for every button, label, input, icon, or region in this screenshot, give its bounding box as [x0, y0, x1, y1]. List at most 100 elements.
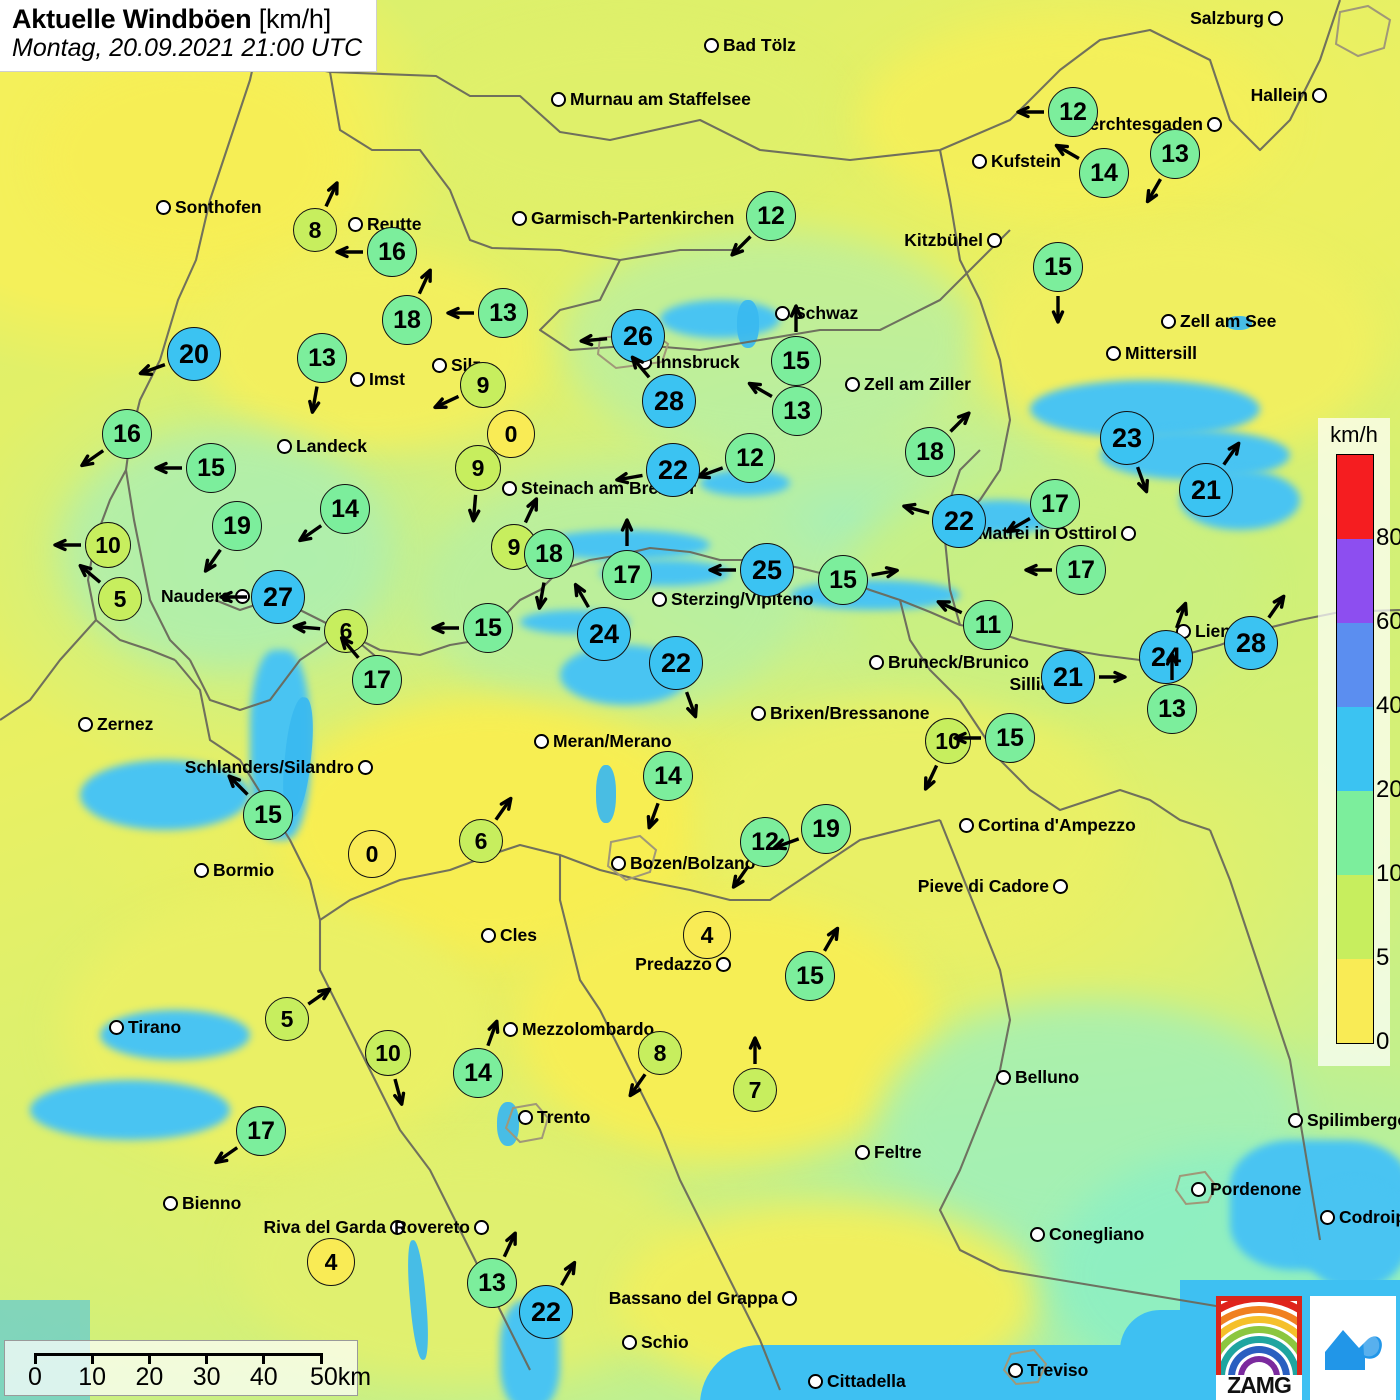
- station-value-circle: 15: [463, 603, 513, 653]
- geosphere-logo[interactable]: [1310, 1296, 1396, 1400]
- city-dot: [502, 481, 517, 496]
- city-name: Meran/Merano: [553, 731, 672, 751]
- wind-direction-arrow: [431, 621, 459, 635]
- station-value-circle: 22: [646, 443, 700, 497]
- station-value-circle: 23: [1100, 411, 1154, 465]
- city-label: Predazzo: [635, 954, 731, 975]
- city-name: Conegliano: [1049, 1224, 1145, 1244]
- title-text: Aktuelle Windböen: [12, 4, 252, 34]
- wind-direction-arrow: [1145, 178, 1162, 204]
- city-label: Kufstein: [972, 151, 1061, 172]
- city-dot: [869, 655, 884, 670]
- station-value-circle: 8: [293, 208, 337, 252]
- city-label: Garmisch-Partenkirchen: [512, 208, 734, 229]
- map-title: Aktuelle Windböen [km/h]: [12, 4, 362, 34]
- station-value-circle: 17: [236, 1106, 286, 1156]
- city-dot: [652, 592, 667, 607]
- logo-group: ZAMG: [1216, 1296, 1396, 1400]
- city-name: Murnau am Staffelsee: [570, 89, 751, 109]
- city-label: Imst: [350, 369, 405, 390]
- station-value-circle: 9: [455, 445, 501, 491]
- city-name: Rovereto: [394, 1217, 470, 1237]
- city-dot: [972, 154, 987, 169]
- map-datetime: Montag, 20.09.2021 21:00 UTC: [12, 34, 363, 63]
- wind-direction-arrow: [138, 363, 166, 376]
- city-label: Mittersill: [1106, 343, 1197, 364]
- station-value-circle: 16: [367, 227, 417, 277]
- wind-direction-arrow: [523, 497, 539, 524]
- city-dot: [845, 377, 860, 392]
- station-value-circle: 13: [467, 1258, 517, 1308]
- city-name: Mittersill: [1125, 343, 1197, 363]
- scale-label: 50km: [309, 1363, 372, 1391]
- city-dot: [78, 717, 93, 732]
- city-dot: [1320, 1210, 1335, 1225]
- station-value-circle: 15: [785, 951, 835, 1001]
- city-name: Salzburg: [1190, 8, 1264, 28]
- wind-direction-arrow: [535, 582, 548, 610]
- scale-tick: [262, 1353, 266, 1364]
- station-value-circle: 15: [985, 713, 1035, 763]
- station-value-circle: 24: [577, 607, 631, 661]
- station-value-circle: 14: [1079, 148, 1129, 198]
- city-label: Kitzbühel: [904, 230, 1002, 251]
- station-value-circle: 18: [905, 427, 955, 477]
- scale-tick: [205, 1353, 209, 1364]
- station-value-circle: 17: [1056, 545, 1106, 595]
- scale-tick: [319, 1353, 323, 1364]
- city-dot: [1106, 346, 1121, 361]
- station-value-circle: 27: [251, 570, 305, 624]
- city-label: Bormio: [194, 860, 274, 881]
- city-name: Nauders: [160, 586, 231, 606]
- wind-direction-arrow: [393, 1078, 406, 1106]
- wind-direction-arrow: [433, 394, 460, 410]
- city-name: Riva del Garda: [263, 1217, 386, 1237]
- wind-direction-arrow: [685, 691, 698, 719]
- city-dot: [358, 760, 373, 775]
- city-label: Landeck: [277, 436, 367, 457]
- wind-direction-arrow: [953, 731, 981, 745]
- scale-tick: [33, 1353, 37, 1364]
- wind-direction-arrow: [292, 621, 321, 634]
- city-label: Treviso: [1008, 1360, 1088, 1381]
- city-label: Bozen/Bolzano: [611, 853, 755, 874]
- city-name: Feltre: [874, 1142, 922, 1162]
- zamg-logo[interactable]: ZAMG: [1216, 1296, 1302, 1400]
- legend-band: [1337, 791, 1373, 875]
- legend-band: [1337, 623, 1373, 707]
- station-value-circle: 0: [487, 410, 535, 458]
- city-dot: [1268, 11, 1283, 26]
- wind-direction-arrow: [772, 837, 800, 851]
- city-name: Mezzolombardo: [522, 1019, 655, 1039]
- station-value-circle: 18: [524, 529, 574, 579]
- legend-title: km/h: [1330, 422, 1378, 447]
- city-name: Innsbruck: [656, 352, 740, 372]
- legend-band: [1337, 875, 1373, 959]
- city-label: Salzburg: [1190, 8, 1283, 29]
- wind-direction-arrow: [1054, 143, 1080, 160]
- wind-direction-arrow: [324, 181, 339, 208]
- scale-bar: 0 10 20 30 40 50km: [4, 1340, 371, 1396]
- wind-direction-arrow: [219, 590, 247, 604]
- station-value-circle: 4: [683, 911, 731, 959]
- wind-direction-arrow: [494, 796, 513, 821]
- station-value-circle: 18: [382, 295, 432, 345]
- wind-direction-arrow: [1267, 594, 1286, 619]
- station-value-circle: 21: [1179, 463, 1233, 517]
- wind-direction-arrow: [628, 1073, 647, 1098]
- city-label: Bassano del Grappa: [609, 1288, 797, 1309]
- city-label: Murnau am Staffelsee: [551, 89, 751, 110]
- city-dot: [348, 217, 363, 232]
- station-value-circle: 22: [932, 494, 986, 548]
- station-value-circle: 19: [212, 501, 262, 551]
- legend-tick-label: 60: [1376, 608, 1400, 635]
- station-value-circle: 25: [740, 543, 794, 597]
- city-name: Bienno: [182, 1193, 242, 1213]
- city-label: Bienno: [163, 1193, 241, 1214]
- wind-direction-arrow: [708, 563, 736, 577]
- legend-band: [1337, 539, 1373, 623]
- legend-band: [1337, 455, 1373, 539]
- wind-direction-arrow: [620, 518, 634, 546]
- city-name: Codroipo: [1339, 1207, 1400, 1227]
- city-dot: [194, 863, 209, 878]
